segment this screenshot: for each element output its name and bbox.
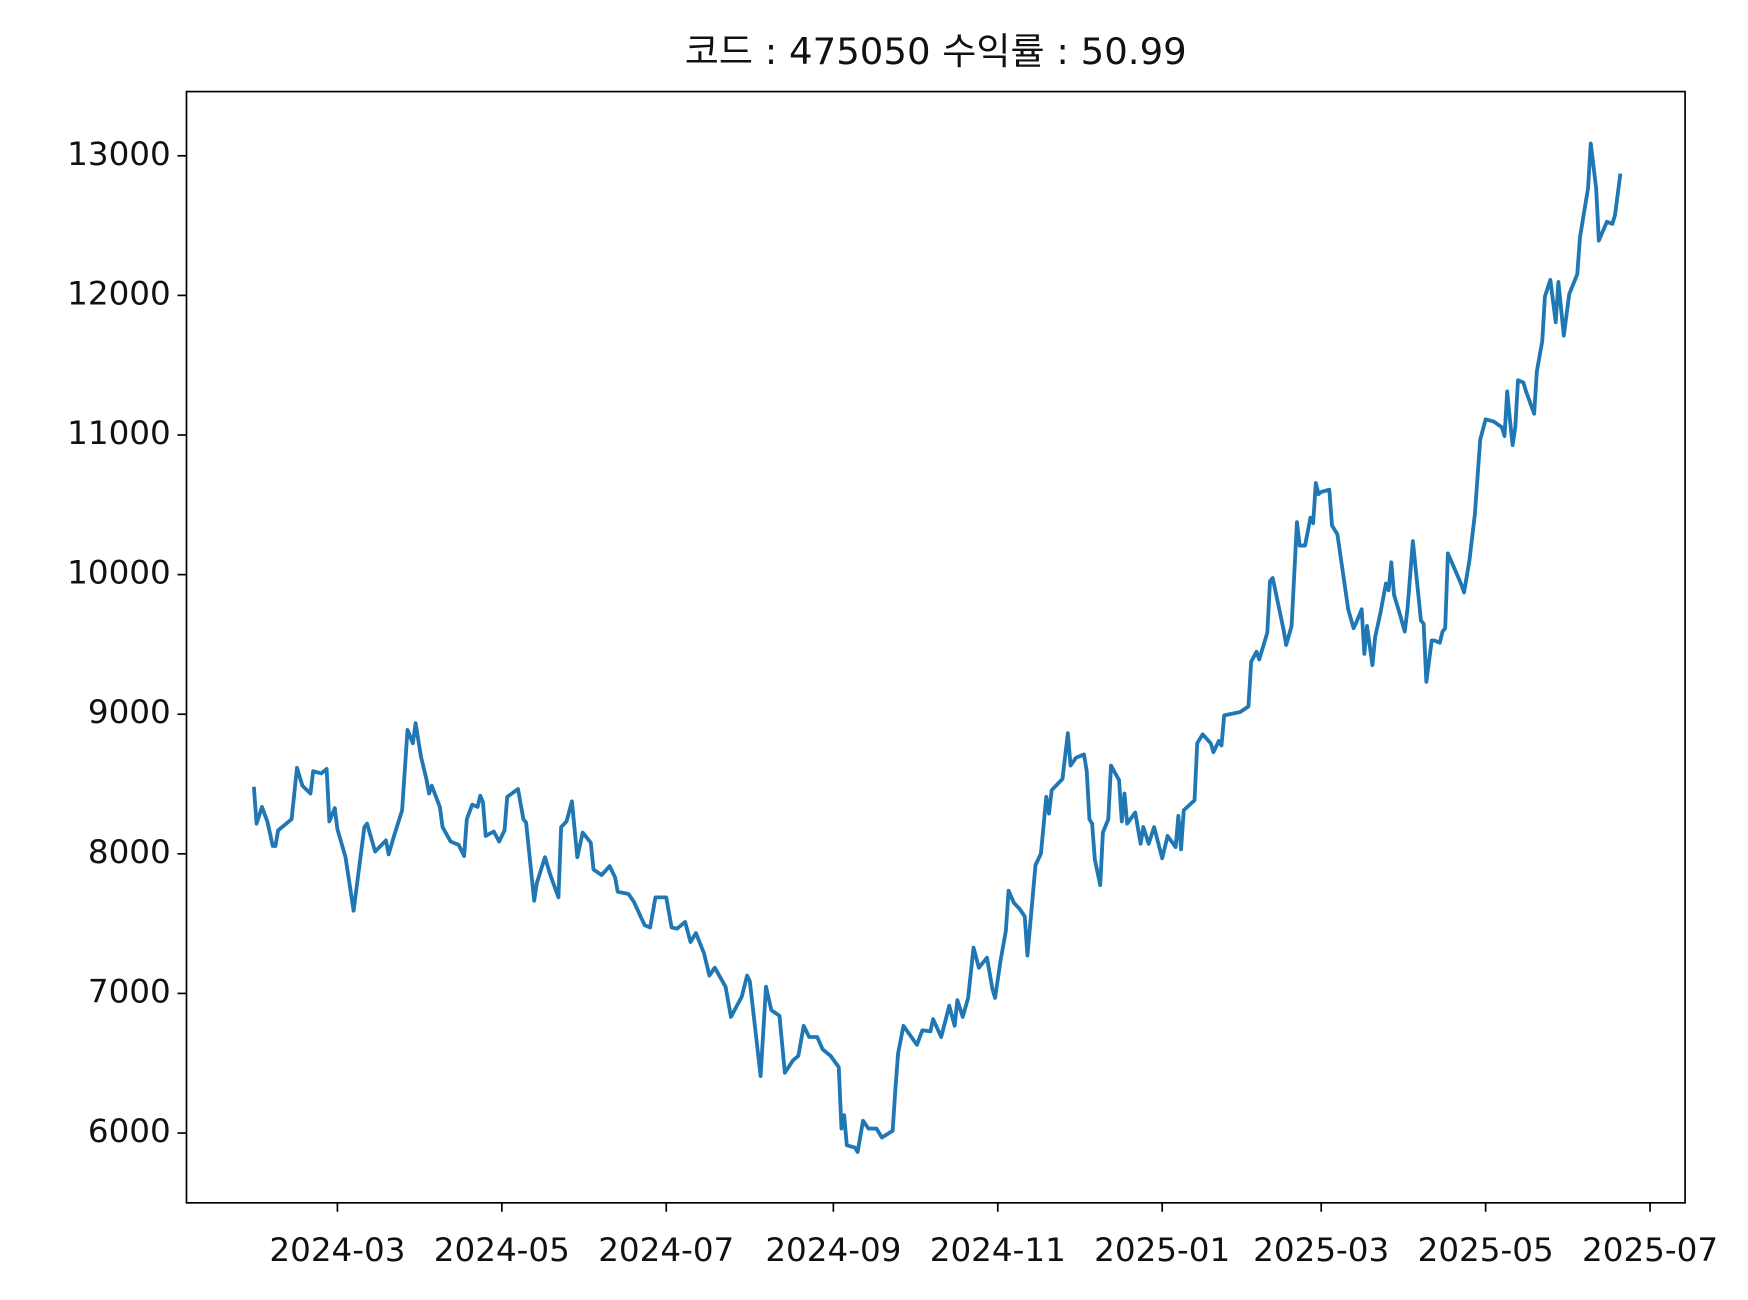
y-tick-label: 11000 xyxy=(67,414,171,452)
y-tick-label: 7000 xyxy=(88,972,171,1010)
y-tick-label: 9000 xyxy=(88,693,171,731)
x-tick-label: 2024-09 xyxy=(765,1231,901,1269)
plot-frame xyxy=(185,90,1686,1204)
y-tick-label: 13000 xyxy=(67,135,171,173)
x-tick-label: 2025-07 xyxy=(1582,1231,1718,1269)
x-tick-label: 2024-07 xyxy=(598,1231,734,1269)
x-tick-label: 2025-05 xyxy=(1418,1231,1554,1269)
x-tick-label: 2024-05 xyxy=(434,1231,570,1269)
y-tick-label: 6000 xyxy=(88,1112,171,1150)
price-line xyxy=(251,141,1623,1154)
chart-title: 코드 : 475050 수익률 : 50.99 xyxy=(685,30,1187,73)
x-tick-label: 2024-11 xyxy=(930,1231,1066,1269)
y-tick-label: 8000 xyxy=(88,833,171,871)
y-tick-label: 12000 xyxy=(67,274,171,312)
x-tick-label: 2025-01 xyxy=(1094,1231,1230,1269)
x-tick-label: 2024-03 xyxy=(269,1231,405,1269)
x-tick-label: 2025-03 xyxy=(1253,1231,1389,1269)
y-tick-label: 10000 xyxy=(67,554,171,592)
